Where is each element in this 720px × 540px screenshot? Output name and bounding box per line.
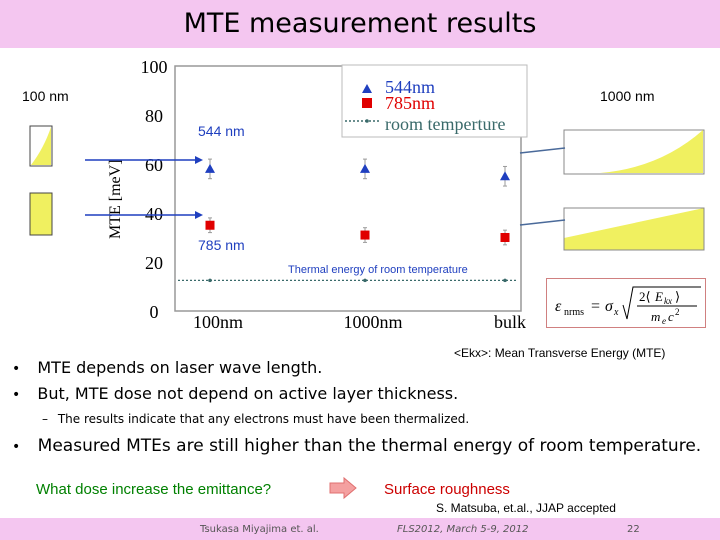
label-785nm: 785 nm [198, 237, 245, 253]
svg-text:E: E [654, 289, 663, 304]
bullet-dot: • [12, 361, 21, 377]
thickness-label-left: 100 nm [22, 88, 69, 104]
svg-text:x: x [613, 307, 619, 318]
footer-bar [0, 518, 720, 540]
svg-text:=: = [591, 298, 600, 315]
legend-marker-785 [362, 98, 372, 108]
question-text: What dose increase the emittance? [36, 481, 272, 498]
y-tick-label: 40 [145, 204, 163, 224]
svg-text:σ: σ [605, 298, 614, 315]
bullet-1-text: MTE depends on laser wave length. [37, 358, 323, 377]
sub-bullet: – The results indicate that any electron… [42, 412, 469, 426]
svg-text:ε: ε [555, 298, 562, 315]
room-temperature-point [363, 278, 367, 283]
svg-text:⟩: ⟩ [675, 289, 680, 304]
legend-label-785: 785nm [385, 93, 435, 113]
bullet-2: • But, MTE dose not depend on active lay… [12, 384, 458, 403]
point-785nm [360, 230, 370, 240]
point-544nm [360, 163, 370, 173]
footer-event: FLS2012, March 5-9, 2012 [397, 524, 529, 535]
mte-definition: <Ekx>: Mean Transverse Energy (MTE) [454, 346, 666, 360]
arrow-785-right [519, 219, 566, 226]
point-544nm [500, 171, 510, 181]
y-tick-label: 0 [150, 302, 159, 322]
legend-marker-544 [362, 84, 372, 93]
x-tick-label: bulk [494, 312, 526, 332]
point-785nm [205, 220, 215, 230]
footer-page-number: 22 [627, 524, 640, 535]
label-544nm: 544 nm [198, 123, 245, 139]
series-layer [178, 158, 518, 283]
legend-label-544: 544nm [385, 77, 435, 97]
slide-title: MTE measurement results [183, 8, 537, 39]
legend: 544nm 785nm room temperture [341, 64, 528, 138]
svg-text:e: e [662, 316, 666, 326]
label-thermal-energy: Thermal energy of room temperature [288, 264, 468, 276]
point-785nm [500, 233, 510, 242]
y-tick-label: 60 [145, 155, 163, 175]
title-bar [0, 0, 720, 48]
citation: S. Matsuba, et.al., JJAP accepted [436, 501, 616, 515]
x-axis: 100nm 1000nm bulk [193, 312, 526, 332]
x-tick-label: 1000nm [343, 312, 402, 332]
bullet-1: • MTE depends on laser wave length. [12, 358, 322, 377]
svg-text:nrms: nrms [564, 307, 584, 318]
thin-layer-544-diagram [29, 125, 53, 167]
sub-bullet-dash: – [42, 412, 48, 426]
footer-author: Tsukasa Miyajima et. al. [200, 524, 319, 535]
svg-text:2: 2 [675, 307, 680, 317]
y-tick-label: 80 [145, 106, 163, 126]
legend-label-room: room temperture [385, 114, 505, 134]
y-axis: 0 20 40 60 80 100 [141, 57, 168, 322]
svg-text:2⟨: 2⟨ [639, 289, 651, 304]
arrow-544-right [519, 147, 566, 154]
bullet-dot: • [12, 439, 21, 455]
sub-bullet-text: The results indicate that any electrons … [57, 412, 470, 426]
y-axis-label: MTE [meV] [107, 159, 124, 239]
thick-layer-544-diagram [563, 129, 705, 175]
bullet-2-text: But, MTE dose not depend on active layer… [37, 384, 459, 403]
answer-text: Surface roughness [384, 481, 510, 498]
emittance-formula: ε nrms = σ x 2⟨ E kx ⟩ m e c 2 [555, 286, 701, 326]
svg-text:c: c [668, 309, 674, 324]
room-temperature-point [208, 278, 212, 283]
bullet-3: • Measured MTEs are still higher than th… [12, 436, 701, 456]
y-tick-label: 20 [145, 253, 163, 273]
thick-layer-785-diagram [563, 207, 705, 251]
bullet-dot: • [12, 387, 21, 403]
bullet-3-text: Measured MTEs are still higher than the … [37, 436, 702, 456]
point-544nm [205, 163, 215, 173]
formula-box: ε nrms = σ x 2⟨ E kx ⟩ m e c 2 [546, 278, 706, 328]
thin-layer-785-diagram [29, 192, 53, 236]
svg-text:m: m [651, 309, 660, 324]
room-temperature-point [503, 278, 507, 283]
thickness-label-right: 1000 nm [600, 88, 655, 104]
mte-chart: 0 20 40 60 80 100 100nm 1000nm bulk 544nm 785nm… [29, 57, 705, 332]
svg-text:kx: kx [664, 296, 672, 306]
y-tick-label: 100 [141, 57, 168, 77]
x-tick-label: 100nm [193, 312, 243, 332]
right-arrow-icon [329, 476, 357, 500]
